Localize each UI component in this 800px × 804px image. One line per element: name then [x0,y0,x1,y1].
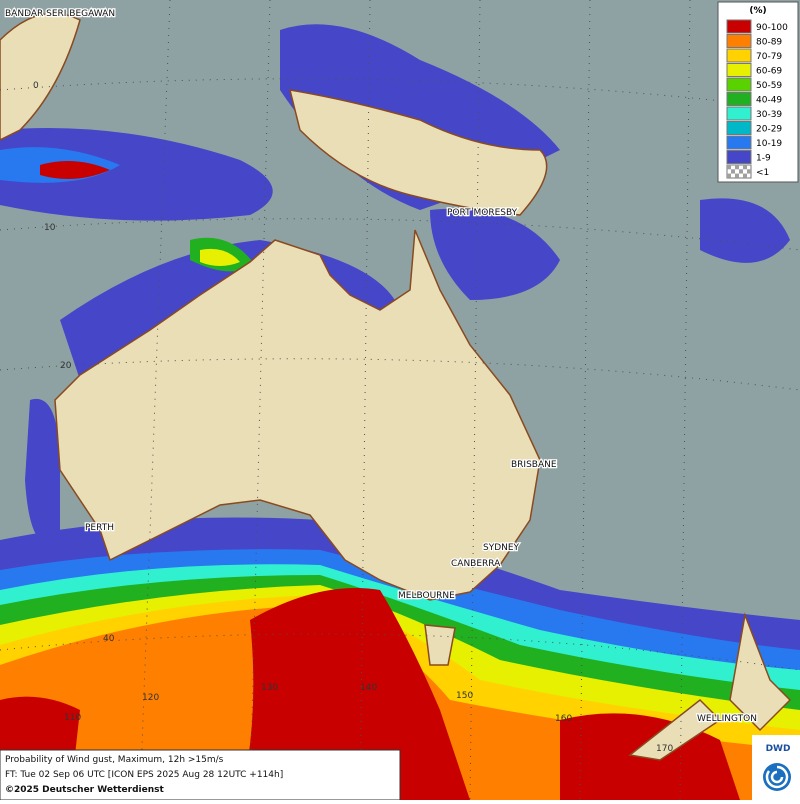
legend-label: 50-59 [756,81,782,91]
place-label: SYDNEY [483,543,520,553]
legend-swatch [726,150,752,164]
grid-label: 140 [360,683,377,693]
legend-swatch [726,19,752,34]
legend-swatch [726,63,752,77]
legend-label: 40-49 [756,96,782,106]
legend-unit: (%) [749,6,766,16]
place-label: WELLINGTON [697,714,757,724]
place-label: MELBOURNE [398,591,455,601]
legend-check [727,165,731,170]
legend-check [743,173,747,178]
legend-check [735,173,739,178]
legend-check [747,169,751,174]
legend-check [739,169,743,174]
legend-label: 20-29 [756,125,782,135]
legend-label: 1-9 [756,154,771,164]
legend-label: <1 [756,168,769,178]
legend-swatch [726,48,752,63]
grid-label: 170 [656,744,673,754]
legend-swatch [726,135,752,150]
legend-label: 10-19 [756,139,782,149]
logo: DWD [766,744,791,754]
legend-check [731,169,735,174]
place-label: CANBERRA [451,559,501,569]
grid-label: 40 [103,634,115,644]
legend-label: 30-39 [756,110,782,120]
legend-label: 70-79 [756,52,782,62]
grid-label: 150 [456,691,473,701]
legend-label: 90-100 [756,23,788,33]
legend-swatch [726,121,752,135]
place-label: PERTH [85,523,114,533]
grid-label: 110 [64,713,81,723]
legend-check [743,165,747,170]
legend-swatch [726,106,752,121]
grid-label: 10 [44,223,56,233]
land [0,12,792,761]
grid-label: 20 [60,361,72,371]
grid-label: 130 [261,683,278,693]
grid-label: 160 [555,714,572,724]
legend-check [735,165,739,170]
legend-swatch [726,34,752,48]
place-label: PORT MORESBY [447,208,518,218]
caption-line: FT: Tue 02 Sep 06 UTC [ICON EPS 2025 Aug… [5,770,283,780]
legend-check [727,173,731,178]
place-label: BANDAR SERI BEGAWAN [5,9,115,19]
grid-label: 120 [142,693,159,703]
legend-swatch [726,92,752,106]
legend-label: 60-69 [756,67,782,77]
logo-swirl [765,765,789,789]
legend-label: 80-89 [756,38,782,48]
caption-line: ©2025 Deutscher Wetterdienst [5,785,164,795]
legend-swatch [726,77,752,92]
grid-label: 0 [33,81,39,91]
caption-line: Probability of Wind gust, Maximum, 12h >… [5,755,224,765]
place-label: BRISBANE [511,460,557,470]
